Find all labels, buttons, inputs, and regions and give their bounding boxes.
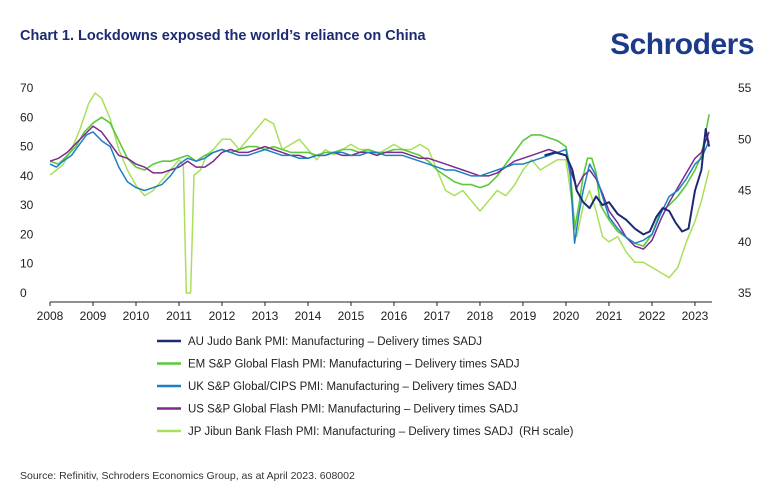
x-tick-label: 2020	[553, 309, 580, 323]
legend-label-em: EM S&P Global Flash PMI: Manufacturing –…	[188, 359, 520, 371]
y-right-tick-label: 50	[738, 132, 752, 146]
y-right-tick-label: 35	[738, 286, 752, 300]
legend-label-uk: UK S&P Global/CIPS PMI: Manufacturing – …	[188, 381, 517, 393]
x-tick-label: 2019	[510, 309, 537, 323]
source-note: Source: Refinitiv, Schroders Economics G…	[20, 470, 355, 482]
chart-title: Chart 1. Lockdowns exposed the world’s r…	[20, 28, 426, 44]
y-right-tick-label: 45	[738, 184, 752, 198]
schroders-logo: Schroders	[610, 28, 754, 61]
x-tick-label: 2008	[37, 309, 64, 323]
x-tick-label: 2009	[80, 309, 107, 323]
x-tick-label: 2023	[682, 309, 709, 323]
y-left-tick-label: 20	[20, 227, 34, 241]
y-left-tick-label: 0	[20, 286, 27, 300]
y-left-tick-label: 30	[20, 198, 34, 212]
y-left-tick-label: 70	[20, 81, 34, 95]
y-right-tick-label: 40	[738, 235, 752, 249]
x-tick-label: 2013	[252, 309, 279, 323]
legend-note-jp: (RH scale)	[519, 426, 573, 438]
legend: AU Judo Bank PMI: Manufacturing – Delive…	[157, 336, 574, 438]
legend-label-au: AU Judo Bank PMI: Manufacturing – Delive…	[188, 336, 482, 348]
series-line-jp	[49, 92, 710, 294]
y-left-tick-label: 60	[20, 110, 34, 124]
y-right-axis: 55 50 45 40 35	[738, 81, 752, 300]
y-left-axis: 70 60 50 40 30 20 10 0	[20, 81, 34, 300]
x-axis: 2008 2009 2010 2011 2012 2013 2014 2015 2016 2017…	[37, 301, 712, 323]
x-tick-label: 2017	[424, 309, 451, 323]
x-tick-label: 2012	[209, 309, 236, 323]
x-tick-label: 2011	[166, 309, 192, 323]
series-lines	[49, 92, 711, 294]
x-tick-label: 2018	[467, 309, 494, 323]
series-line-us	[49, 125, 710, 250]
x-tick-label: 2014	[295, 309, 322, 323]
series-line-uk	[49, 131, 710, 244]
legend-label-jp: JP Jibun Bank Flash PMI: Manufacturing –…	[188, 426, 513, 438]
series-line-au	[544, 128, 711, 236]
x-tick-label: 2010	[123, 309, 150, 323]
x-tick-label: 2016	[381, 309, 408, 323]
x-tick-label: 2015	[338, 309, 365, 323]
y-left-tick-label: 40	[20, 169, 34, 183]
y-left-tick-label: 10	[20, 257, 34, 271]
series-line-em	[49, 114, 710, 247]
y-right-tick-label: 55	[738, 81, 752, 95]
x-tick-label: 2021	[596, 309, 623, 323]
y-left-tick-label: 50	[20, 140, 34, 154]
legend-label-us: US S&P Global Flash PMI: Manufacturing –…	[188, 404, 518, 416]
x-tick-label: 2022	[639, 309, 666, 323]
